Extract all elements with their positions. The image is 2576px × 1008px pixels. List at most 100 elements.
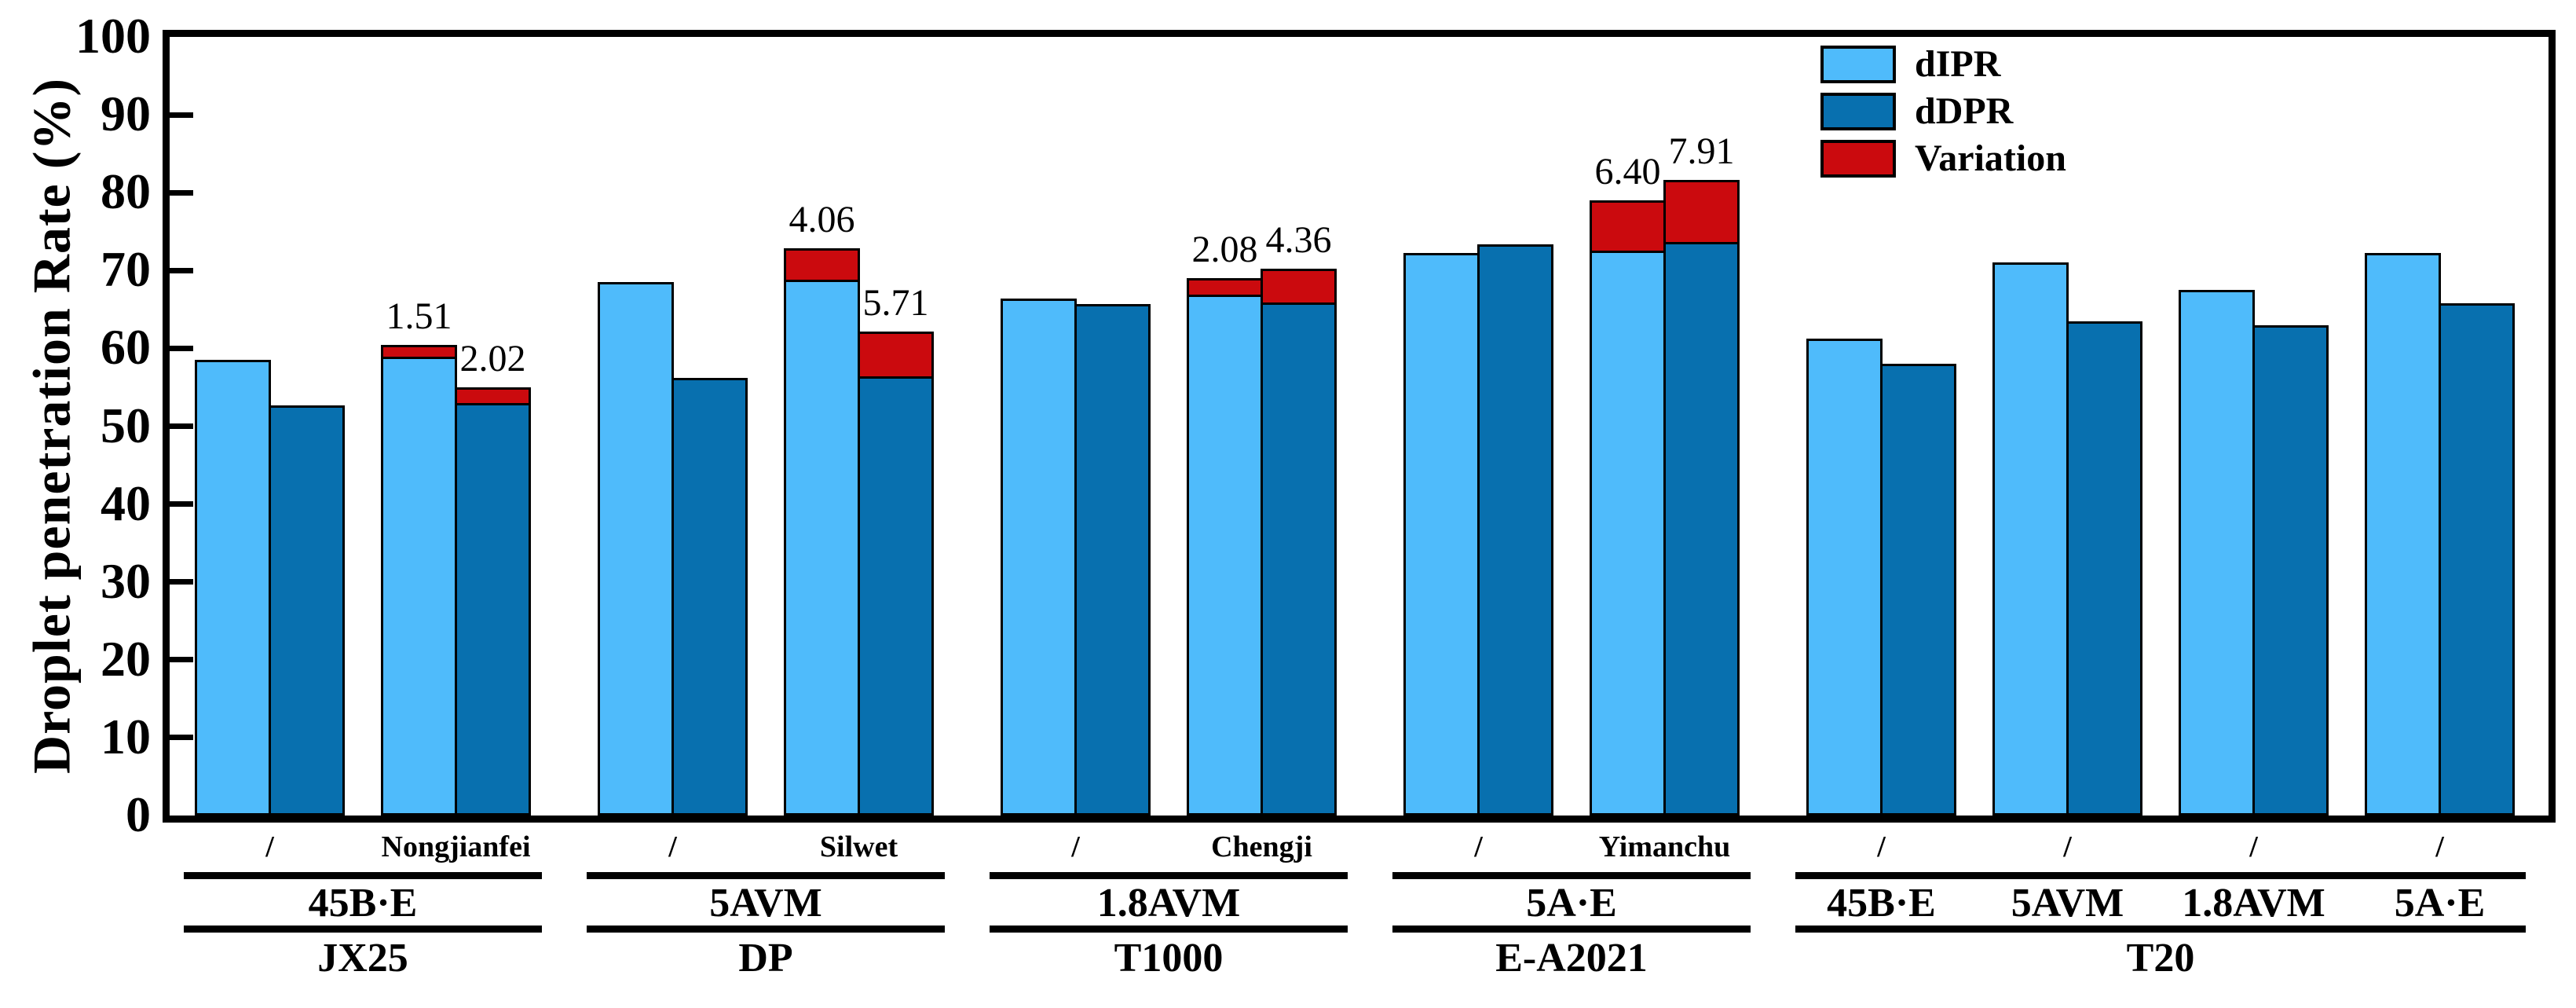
variation-segment — [381, 345, 457, 360]
variation-label: 1.51 — [386, 295, 452, 338]
bar-dipr — [1590, 250, 1666, 816]
adjuvant-label: / — [2063, 830, 2072, 863]
y-tick-label: 100 — [75, 8, 151, 64]
variation-segment — [1590, 200, 1666, 253]
group-underline — [990, 926, 1348, 933]
group-underline — [1392, 872, 1751, 879]
group-underline — [587, 926, 945, 933]
group-underline — [184, 926, 542, 933]
chemical-label: 45B·E — [1827, 881, 1936, 926]
chemical-label: 45B·E — [308, 881, 418, 926]
variation-label: 7.91 — [1668, 130, 1735, 173]
adjuvant-label: / — [265, 830, 274, 863]
adjuvant-label: Yimanchu — [1598, 830, 1731, 863]
group-label: DP — [738, 936, 793, 981]
bar-ddpr — [2066, 321, 2142, 816]
y-tick-label: 10 — [101, 708, 151, 764]
group-label: JX25 — [317, 936, 408, 981]
legend-item: dDPR — [1820, 93, 2013, 130]
legend-label: dDPR — [1915, 90, 2014, 132]
group-underline — [1795, 926, 2526, 933]
legend-swatch-icon — [1820, 93, 1896, 130]
chemical-label: 5A·E — [1526, 881, 1617, 926]
bar-ddpr — [1261, 302, 1337, 816]
y-tick-label: 40 — [101, 475, 151, 531]
variation-segment — [1261, 268, 1337, 305]
adjuvant-label: / — [668, 830, 677, 863]
plot-area — [163, 30, 2556, 823]
bar-ddpr — [1663, 241, 1740, 816]
bar-dipr — [2179, 290, 2255, 816]
bar-ddpr — [2439, 302, 2515, 816]
variation-label: 4.06 — [789, 198, 855, 240]
bar-dipr — [1806, 338, 1883, 816]
chemical-label: 5AVM — [2011, 881, 2124, 926]
group-label: T20 — [2126, 936, 2195, 981]
variation-segment — [784, 247, 860, 283]
legend-label: dIPR — [1915, 43, 2001, 85]
variation-label: 4.36 — [1265, 218, 1332, 261]
bar-ddpr — [269, 405, 345, 816]
legend-item: Variation — [1820, 140, 2066, 178]
group-underline — [1392, 926, 1751, 933]
group-underline — [587, 872, 945, 879]
group-label: E-A2021 — [1495, 936, 1648, 981]
bar-dipr — [1992, 262, 2069, 816]
adjuvant-label: / — [2435, 830, 2444, 863]
variation-segment — [1187, 278, 1263, 298]
adjuvant-label: Nongjianfei — [381, 830, 531, 863]
adjuvant-label: / — [1474, 830, 1483, 863]
y-tick — [170, 267, 193, 273]
adjuvant-label: / — [1071, 830, 1080, 863]
y-tick-label: 80 — [101, 163, 151, 220]
chemical-label: 1.8AVM — [1096, 881, 1241, 926]
y-tick — [170, 112, 193, 118]
adjuvant-label: Chengji — [1211, 830, 1312, 863]
adjuvant-label: Silwet — [819, 830, 898, 863]
legend-item: dIPR — [1820, 46, 2000, 83]
chemical-label: 5A·E — [2394, 881, 2486, 926]
y-tick — [170, 345, 193, 351]
variation-label: 2.08 — [1191, 229, 1258, 271]
legend-swatch-icon — [1820, 140, 1896, 178]
y-tick-label: 70 — [101, 241, 151, 298]
y-tick-label: 0 — [126, 786, 151, 842]
chemical-label: 1.8AVM — [2182, 881, 2325, 926]
bar-ddpr — [1477, 244, 1553, 816]
variation-label: 5.71 — [862, 282, 929, 324]
bar-dipr — [2365, 252, 2441, 816]
chemical-label: 5AVM — [709, 881, 822, 926]
variation-segment — [1663, 180, 1740, 244]
adjuvant-label: / — [2249, 830, 2258, 863]
group-underline — [990, 872, 1348, 879]
y-tick-label: 50 — [101, 397, 151, 453]
y-tick — [170, 189, 193, 196]
bar-ddpr — [2252, 324, 2329, 816]
bar-ddpr — [455, 402, 531, 816]
y-tick-label: 90 — [101, 86, 151, 142]
bar-dipr — [1187, 295, 1263, 816]
variation-label: 2.02 — [459, 337, 526, 379]
bar-dipr — [195, 360, 271, 816]
y-tick — [170, 735, 193, 741]
bar-dipr — [1001, 298, 1077, 816]
y-tick-label: 60 — [101, 319, 151, 376]
group-underline — [1795, 872, 2526, 879]
bar-ddpr — [1074, 303, 1151, 816]
legend-label: Variation — [1915, 137, 2066, 179]
legend-swatch-icon — [1820, 46, 1896, 83]
bar-dipr — [598, 282, 674, 816]
adjuvant-label: / — [1877, 830, 1886, 863]
y-tick — [170, 501, 193, 508]
variation-label: 6.40 — [1594, 151, 1661, 193]
y-tick-label: 20 — [101, 630, 151, 687]
y-tick — [170, 657, 193, 663]
bar-dipr — [784, 280, 860, 816]
y-tick — [170, 423, 193, 429]
bar-ddpr — [671, 378, 748, 816]
group-label: T1000 — [1114, 936, 1224, 981]
bar-ddpr — [1880, 364, 1956, 816]
y-tick-label: 30 — [101, 552, 151, 609]
variation-segment — [455, 387, 531, 405]
